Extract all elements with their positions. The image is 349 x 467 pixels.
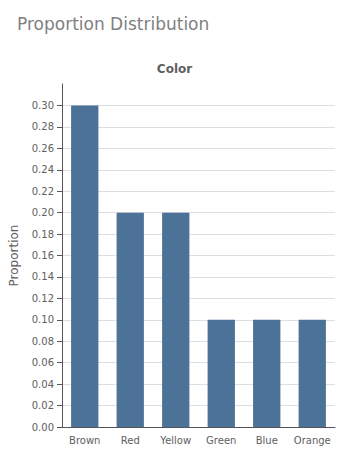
svg-text:Color: Color — [157, 62, 192, 76]
svg-text:Red: Red — [121, 435, 140, 446]
svg-text:0.14: 0.14 — [32, 271, 54, 282]
svg-text:0.12: 0.12 — [32, 293, 54, 304]
svg-text:0.16: 0.16 — [32, 250, 54, 261]
svg-text:0.00: 0.00 — [32, 422, 54, 433]
svg-text:0.30: 0.30 — [32, 100, 54, 111]
svg-text:Proportion: Proportion — [7, 225, 21, 287]
svg-text:0.06: 0.06 — [32, 357, 54, 368]
svg-text:Brown: Brown — [69, 435, 100, 446]
svg-text:0.18: 0.18 — [32, 229, 54, 240]
svg-text:Orange: Orange — [294, 435, 331, 446]
svg-text:Blue: Blue — [256, 435, 278, 446]
svg-text:0.02: 0.02 — [32, 400, 54, 411]
svg-text:0.28: 0.28 — [32, 121, 54, 132]
svg-text:0.04: 0.04 — [32, 379, 54, 390]
svg-text:Yellow: Yellow — [159, 435, 191, 446]
svg-text:0.26: 0.26 — [32, 143, 54, 154]
svg-text:0.10: 0.10 — [32, 314, 54, 325]
svg-text:0.22: 0.22 — [32, 186, 54, 197]
svg-text:0.08: 0.08 — [32, 336, 54, 347]
svg-text:Proportion Distribution: Proportion Distribution — [17, 14, 209, 34]
svg-text:0.20: 0.20 — [32, 207, 54, 218]
svg-text:Green: Green — [206, 435, 236, 446]
svg-text:0.24: 0.24 — [32, 164, 54, 175]
